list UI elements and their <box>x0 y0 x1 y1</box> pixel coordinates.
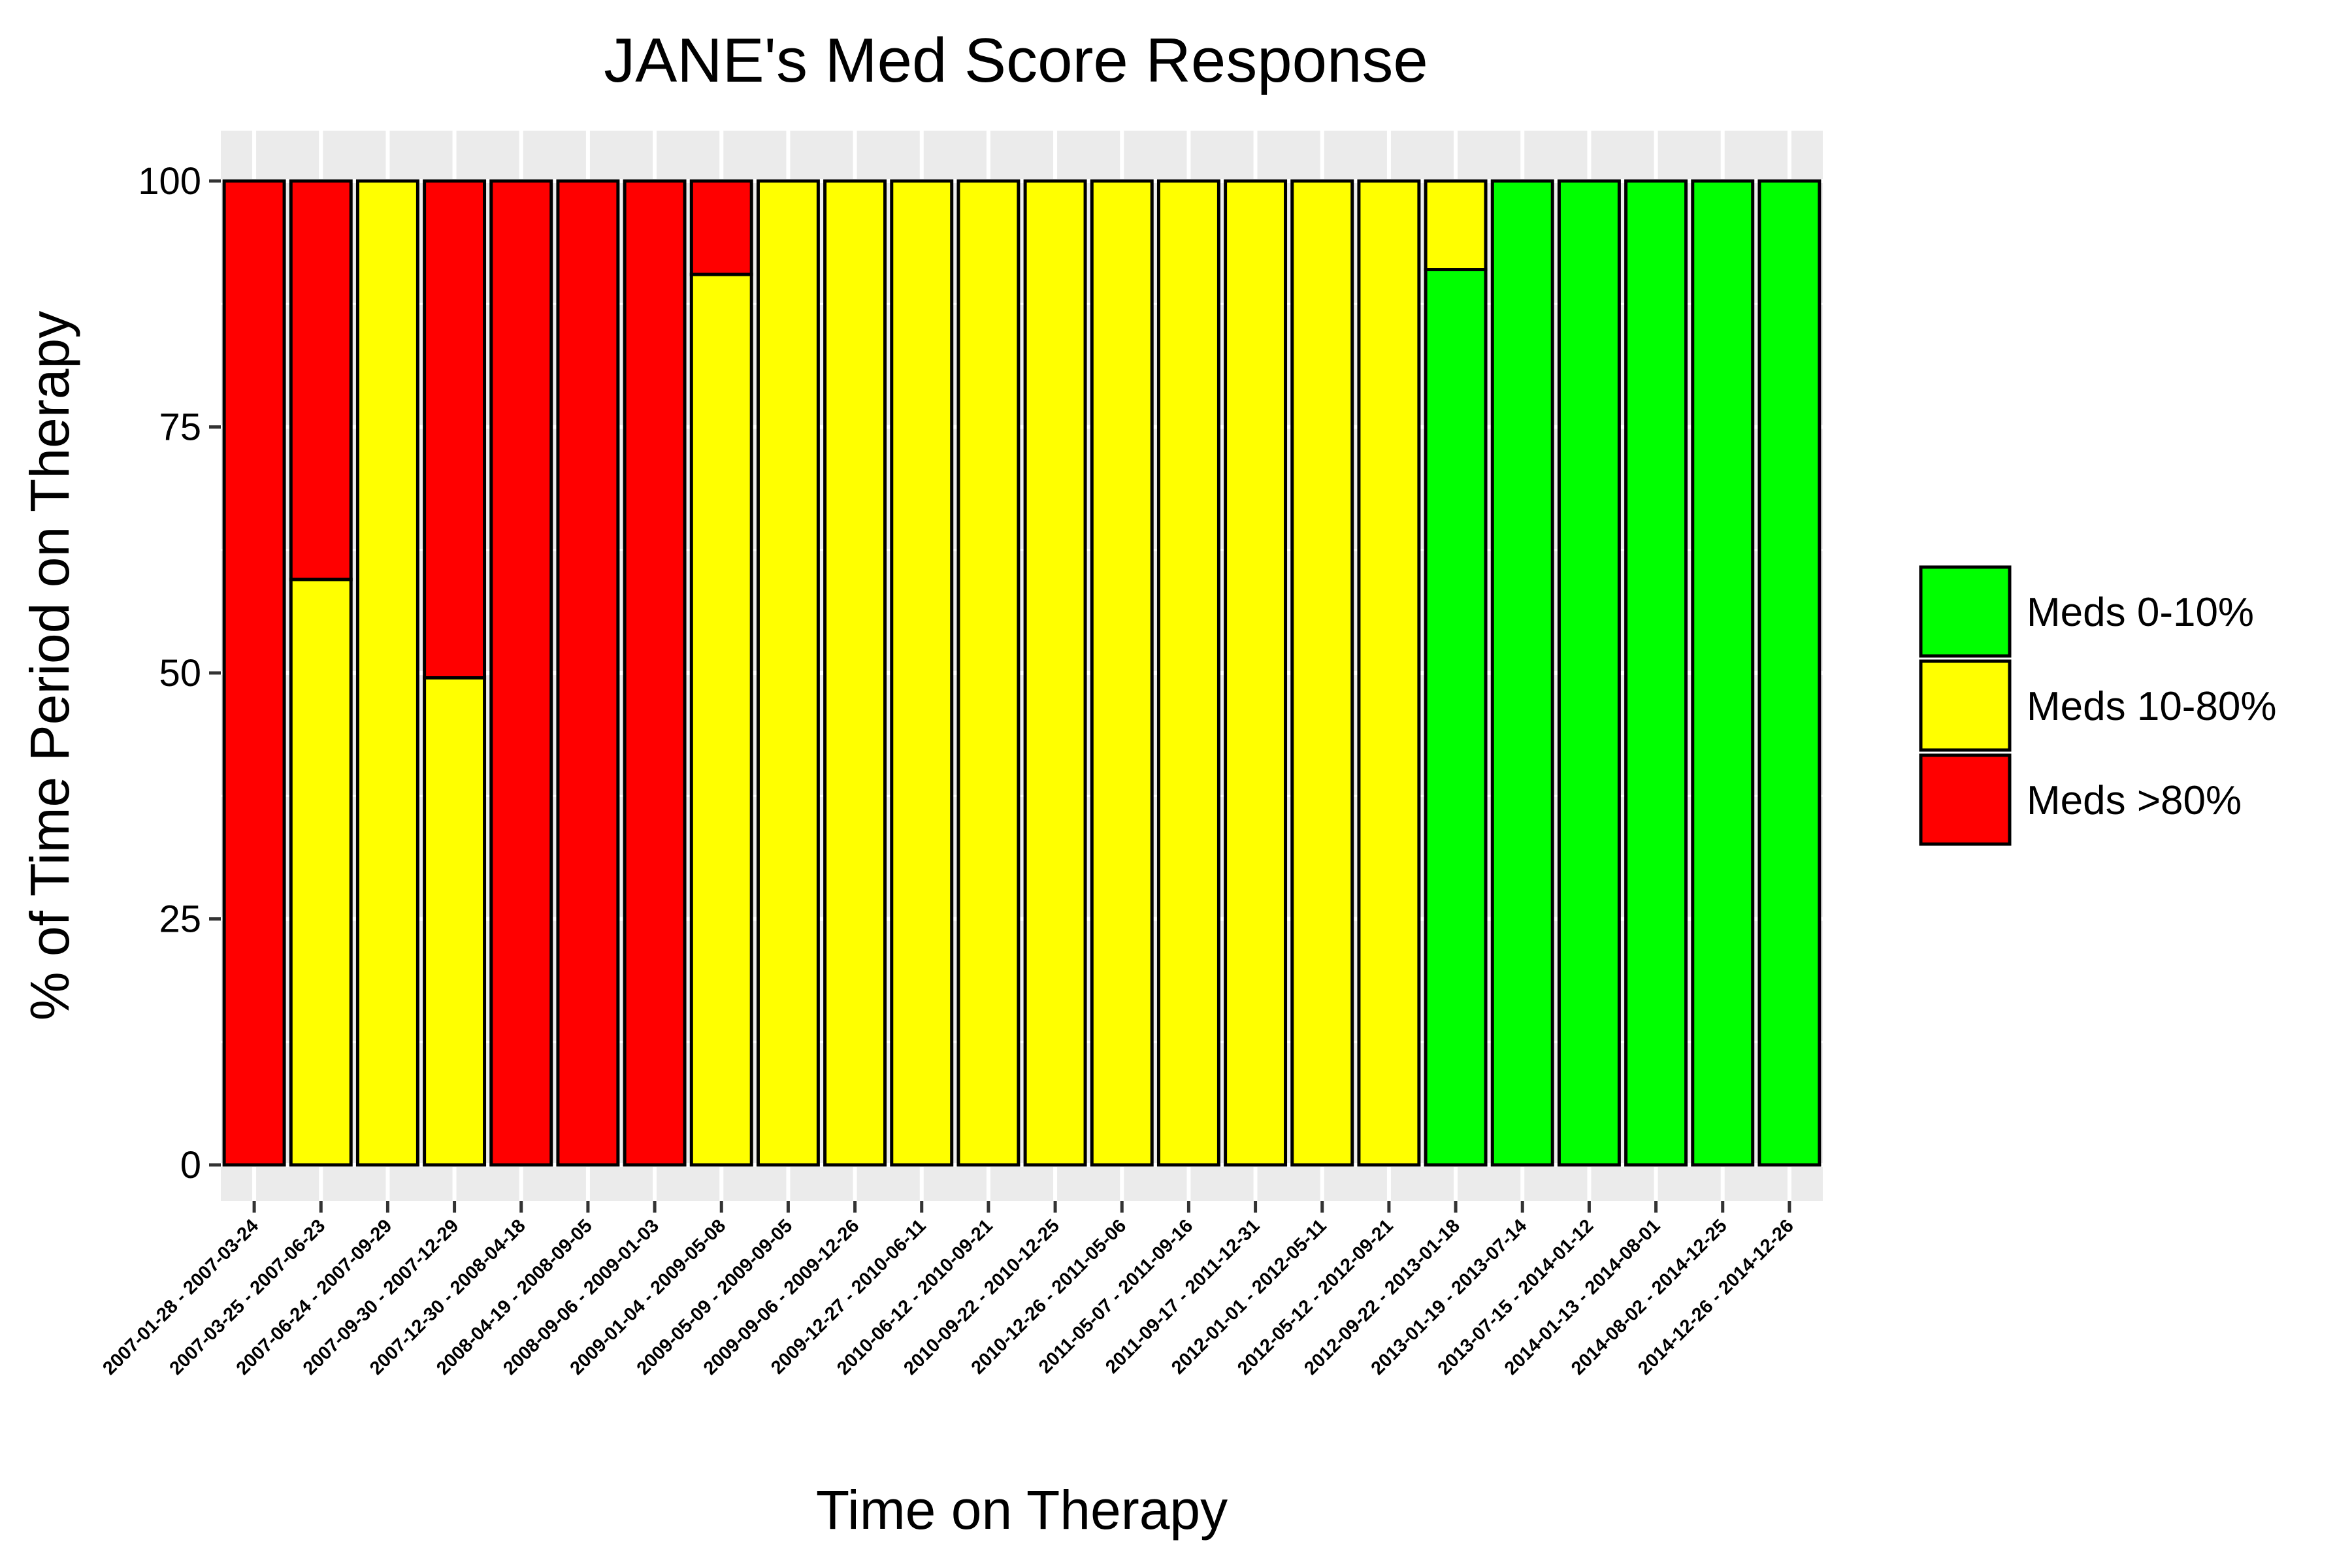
bar-segment-1-24 <box>1757 179 1821 1167</box>
bar-segment-2-8 <box>689 272 753 1167</box>
bar-segment-3-8 <box>689 179 753 276</box>
bar-segment-3-7 <box>623 179 687 1167</box>
bar-segment-2-19 <box>1424 179 1488 272</box>
y-tick-label: 0 <box>180 1144 201 1186</box>
bar-segment-3-2 <box>289 179 353 581</box>
bar-segment-2-14 <box>1090 179 1154 1167</box>
legend-swatch-1 <box>1919 565 2012 658</box>
legend: Meds 0-10% Meds 10-80% Meds >80% <box>1919 565 2277 846</box>
bar-segment-2-9 <box>756 179 820 1167</box>
bar-segment-2-17 <box>1290 179 1354 1167</box>
bar-segment-3-6 <box>556 179 620 1167</box>
bar-segment-2-2 <box>289 578 353 1167</box>
bar-segment-2-18 <box>1357 179 1421 1167</box>
y-tick-label: 25 <box>159 898 201 941</box>
plot-panel <box>221 131 1823 1201</box>
legend-label-1: Meds 0-10% <box>2027 590 2254 635</box>
bar-segment-2-13 <box>1023 179 1087 1167</box>
bar-segment-2-11 <box>890 179 954 1167</box>
bar-segment-1-23 <box>1691 179 1755 1167</box>
legend-label-2: Meds 10-80% <box>2027 684 2277 729</box>
bar-segment-2-15 <box>1156 179 1220 1167</box>
chart-title: JANE's Med Score Response <box>604 25 1428 95</box>
legend-label-3: Meds >80% <box>2027 778 2242 823</box>
y-axis: 0 25 50 75 100 <box>138 160 221 1186</box>
bar-segment-2-3 <box>355 179 419 1167</box>
bar-segment-1-19 <box>1424 268 1488 1167</box>
bar-segment-2-12 <box>956 179 1021 1167</box>
x-axis-title: Time on Therapy <box>816 1479 1228 1541</box>
bar-segment-2-10 <box>823 179 887 1167</box>
bar-segment-1-22 <box>1624 179 1688 1167</box>
bar-segment-2-16 <box>1224 179 1288 1167</box>
legend-swatch-3 <box>1919 753 2012 846</box>
legend-swatch-2 <box>1919 659 2012 752</box>
y-tick-label: 75 <box>159 406 201 449</box>
bar-segment-3-1 <box>222 179 286 1167</box>
y-tick-label: 100 <box>138 160 201 203</box>
y-axis-title: % of Time Period on Therapy <box>19 311 80 1021</box>
bars <box>222 179 1821 1167</box>
bar-segment-2-4 <box>423 676 487 1167</box>
bar-segment-1-21 <box>1557 179 1621 1167</box>
y-tick-label: 50 <box>159 652 201 694</box>
bar-segment-3-5 <box>489 179 553 1167</box>
bar-segment-1-20 <box>1490 179 1554 1167</box>
bar-segment-3-4 <box>423 179 487 680</box>
